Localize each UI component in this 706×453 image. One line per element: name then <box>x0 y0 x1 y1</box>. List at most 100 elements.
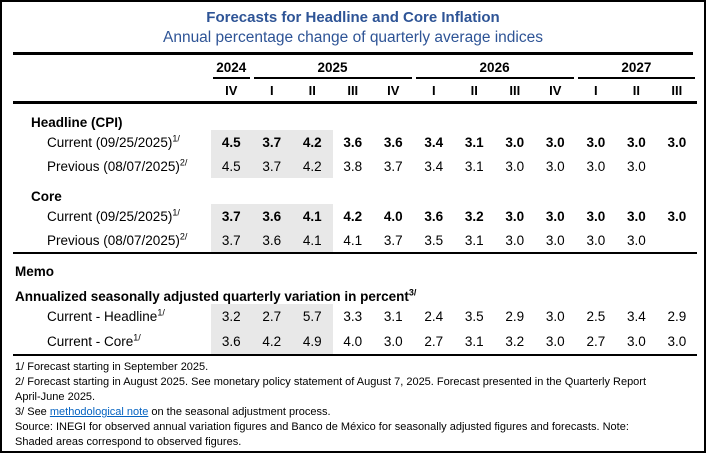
value-cell: 3.0 <box>626 208 646 224</box>
value-cell <box>656 228 698 254</box>
value-cell: 3.5 <box>413 228 455 254</box>
value-cell: 3.7 <box>251 130 292 154</box>
table-row: Current (09/25/2025)1/4.5 3.7 4.2 3.6 3.6 3.4… <box>13 130 697 154</box>
value-cell: 4.1 <box>292 228 333 254</box>
value-cell: 4.2 <box>292 154 333 178</box>
value-cell: 3.7 <box>373 228 414 254</box>
value-cell: 2.7 <box>251 304 292 329</box>
value-cell: 4.0 <box>332 329 373 356</box>
quarter-header: II <box>454 79 495 104</box>
value-cell: 4.1 <box>332 228 373 254</box>
year-label: 2026 <box>415 60 574 79</box>
table-row: Previous (08/07/2025)2/3.7 3.6 4.1 4.1 3.7 3.… <box>13 228 698 254</box>
value-cell: 3.0 <box>586 134 606 150</box>
footnote-3: 3/ See methodological note on the season… <box>15 405 694 420</box>
memo-header: Memo <box>13 253 697 279</box>
quarter-header-row: IV I II III IV I II III IV I II III <box>13 79 698 104</box>
year-label: 2025 <box>253 60 412 79</box>
table-row: Current - Core1/3.6 4.2 4.9 4.0 3.0 2.7 3.1 3.2… <box>13 329 698 356</box>
year-label: 2024 <box>213 60 250 79</box>
forecast-table: 2024 2025 2026 2027 IV I II III IV I II III IV I II II… <box>13 57 698 356</box>
value-cell: 3.0 <box>667 134 687 150</box>
corner-cell <box>13 79 211 104</box>
value-cell: 3.0 <box>545 208 565 224</box>
year-header-2026: 2026 <box>414 57 576 79</box>
footnote-source-line2: Shaded areas correspond to observed figu… <box>15 436 242 448</box>
value-cell: 3.0 <box>535 228 576 254</box>
corner-cell <box>13 57 211 79</box>
value-cell: 3.1 <box>383 309 403 324</box>
section-header-label: Core <box>31 189 62 204</box>
value-cell: 3.1 <box>464 134 484 150</box>
memo-header-label: Memo <box>15 264 55 279</box>
value-cell: 3.6 <box>211 329 252 356</box>
value-cell: 3.7 <box>251 154 292 178</box>
value-cell: 2.7 <box>413 329 455 356</box>
title-divider <box>13 52 693 55</box>
value-cell: 2.7 <box>575 329 617 356</box>
value-cell: 3.0 <box>373 329 414 356</box>
value-cell: 3.0 <box>545 158 565 174</box>
year-header-2024: 2024 <box>211 57 252 79</box>
quarter-header: IV <box>535 79 576 104</box>
table-row: Current (09/25/2025)1/3.7 3.6 4.1 4.2 4.0 3.6… <box>13 204 697 228</box>
value-cell: 3.4 <box>626 309 646 324</box>
value-cell: 5.7 <box>292 304 333 329</box>
row-label: Current (09/25/2025)1/ <box>47 207 180 224</box>
footnote-marker: 1/ <box>157 307 165 318</box>
value-cell: 4.2 <box>343 208 363 224</box>
footnote-3-post: on the seasonal adjustment process. <box>148 406 331 418</box>
value-cell: 3.7 <box>383 158 403 174</box>
value-cell: 3.0 <box>575 228 617 254</box>
value-cell: 3.5 <box>464 309 484 324</box>
value-cell: 3.0 <box>616 329 657 356</box>
row-label: Current (09/25/2025)1/ <box>47 133 180 150</box>
section-header-label: Headline (CPI) <box>31 115 123 130</box>
quarter-header: I <box>251 79 292 104</box>
value-cell: 3.2 <box>211 304 252 329</box>
value-cell: 3.0 <box>626 134 646 150</box>
row-label: Previous (08/07/2025)2/ <box>47 157 188 174</box>
value-cell: 3.7 <box>211 204 252 228</box>
page-subtitle: Annual percentage change of quarterly av… <box>162 29 543 46</box>
footnote-marker: 2/ <box>179 157 188 167</box>
value-cell: 3.6 <box>343 134 363 150</box>
value-cell: 3.3 <box>343 309 363 324</box>
value-cell: 4.0 <box>383 208 403 224</box>
quarter-header: III <box>332 79 373 104</box>
value-cell: 4.5 <box>211 130 252 154</box>
value-cell <box>657 154 698 178</box>
value-cell: 2.4 <box>424 309 444 324</box>
value-cell: 3.4 <box>424 158 444 174</box>
value-cell: 3.0 <box>626 158 646 174</box>
quarter-header: III <box>656 79 698 104</box>
value-cell: 4.9 <box>292 329 333 356</box>
memo-subheading-label: Annualized seasonally adjusted quarterly… <box>15 287 417 304</box>
quarter-header: II <box>616 79 657 104</box>
page-title: Forecasts for Headline and Core Inflatio… <box>206 9 500 26</box>
footnote-1: 1/ Forecast starting in September 2025. <box>15 361 209 373</box>
section-header: Core <box>13 178 697 204</box>
value-cell: 3.4 <box>424 134 444 150</box>
value-cell: 2.5 <box>586 309 606 324</box>
value-cell: 3.7 <box>211 228 252 254</box>
value-cell: 3.2 <box>464 208 484 224</box>
year-label: 2027 <box>577 60 696 79</box>
footnote-2-line1: 2/ Forecast starting in August 2025. See… <box>15 376 647 388</box>
value-cell: 3.0 <box>667 208 687 224</box>
footnote-marker: 1/ <box>172 133 180 143</box>
table-row: Current - Headline1/3.2 2.7 5.7 3.3 3.1 2.4 3.… <box>13 304 697 329</box>
value-cell: 3.0 <box>505 208 525 224</box>
value-cell: 3.1 <box>454 329 495 356</box>
quarter-header: I <box>575 79 617 104</box>
value-cell: 3.0 <box>535 329 576 356</box>
value-cell: 3.0 <box>505 134 525 150</box>
value-cell: 3.0 <box>545 134 565 150</box>
value-cell: 3.0 <box>586 158 606 174</box>
value-cell: 3.0 <box>616 228 657 254</box>
methodological-note-link[interactable]: methodological note <box>49 406 149 418</box>
row-label: Previous (08/07/2025)2/ <box>13 228 211 254</box>
footnote-marker: 1/ <box>172 207 180 217</box>
value-cell: 4.5 <box>211 154 252 178</box>
